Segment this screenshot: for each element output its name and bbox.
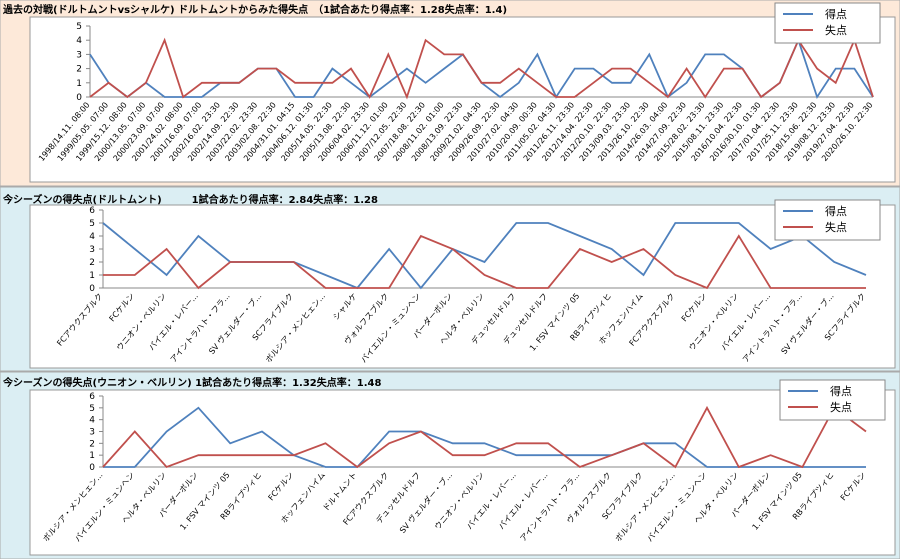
series-line: [102, 405, 867, 469]
legend-label: 失点: [825, 221, 847, 234]
y-tick-label: 0: [89, 463, 95, 473]
chart-title: 過去の対戦(ドルトムントvsシャルケ) ドルトムントからみた得失点 （1試合あた…: [2, 3, 507, 16]
y-tick-label: 6: [89, 392, 95, 402]
plot-area: [29, 389, 896, 556]
y-tick-label: 1: [76, 79, 82, 89]
legend-box: [774, 199, 881, 241]
y-tick-label: 3: [89, 245, 95, 255]
y-tick-label: 2: [76, 65, 82, 75]
series-line: [89, 37, 874, 100]
chart-panel: 今シーズンの得失点(ドルトムント) 1試合あたり得点率：2.84失点率：1.28…: [0, 186, 900, 372]
y-tick-label: 0: [89, 284, 95, 294]
y-tick-label: 4: [89, 232, 95, 242]
y-tick-label: 3: [89, 428, 95, 438]
legend-box: [774, 2, 881, 44]
y-tick-label: 5: [89, 219, 95, 229]
y-tick-label: 2: [89, 439, 95, 449]
chart-title: 今シーズンの得失点(ウニオン・ベルリン) 1試合あたり得点率：1.32失点率：1…: [2, 376, 381, 389]
y-tick-label: 5: [76, 22, 82, 32]
plot-area: [29, 16, 896, 183]
legend-label: 得点: [830, 385, 852, 398]
y-tick-label: 4: [76, 36, 82, 46]
y-tick-label: 1: [89, 451, 95, 461]
y-tick-label: 3: [76, 50, 82, 60]
legend-label: 得点: [825, 205, 847, 218]
chart-title: 今シーズンの得失点(ドルトムント) 1試合あたり得点率：2.84失点率：1.28: [2, 193, 378, 206]
y-tick-label: 2: [89, 258, 95, 268]
chart-panel: 過去の対戦(ドルトムントvsシャルケ) ドルトムントからみた得失点 （1試合あた…: [0, 0, 900, 187]
legend-box: [779, 379, 886, 421]
legend-label: 失点: [825, 24, 847, 37]
legend-label: 得点: [825, 8, 847, 21]
y-tick-label: 4: [89, 416, 95, 426]
legend-label: 失点: [830, 401, 852, 414]
y-tick-label: 1: [89, 271, 95, 281]
y-tick-label: 5: [89, 404, 95, 414]
chart-panel: 今シーズンの得失点(ウニオン・ベルリン) 1試合あたり得点率：1.32失点率：1…: [0, 371, 900, 559]
y-tick-label: 6: [89, 206, 95, 216]
y-tick-label: 0: [76, 93, 82, 103]
series-line: [103, 234, 866, 290]
